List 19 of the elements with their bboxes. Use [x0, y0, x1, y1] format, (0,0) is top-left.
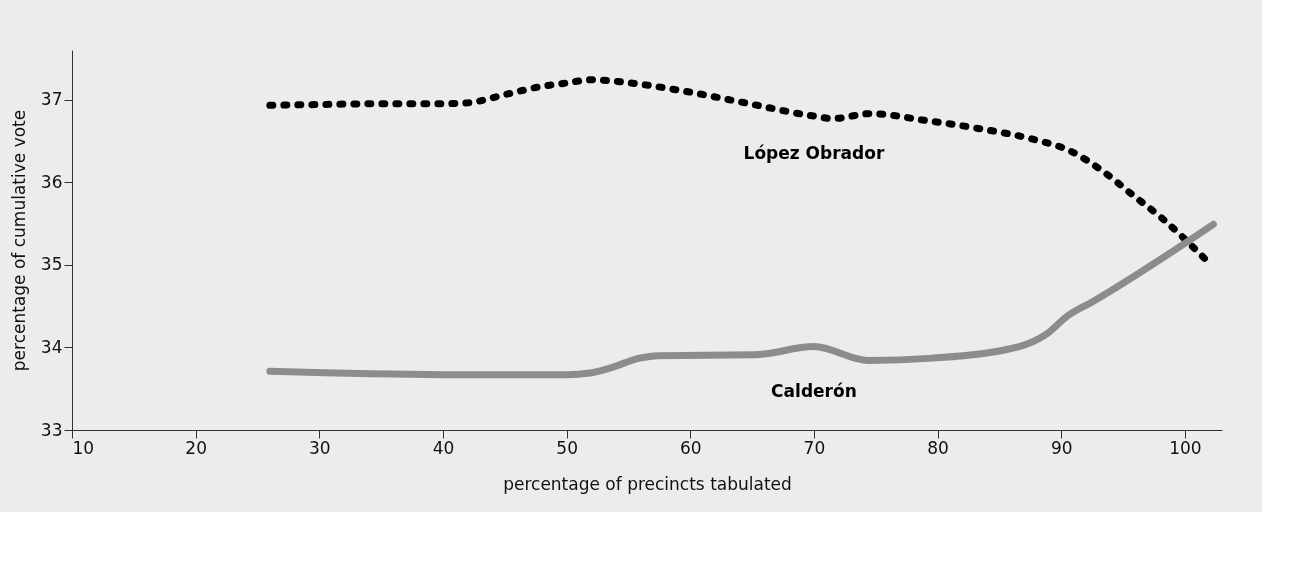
y-tick-label: 37: [40, 89, 63, 110]
x-tick-label: 30: [308, 437, 331, 458]
x-tick-label: 90: [1050, 437, 1073, 458]
x-tick-label: 40: [432, 437, 455, 458]
x-axis-title: percentage of precincts tabulated: [503, 473, 792, 494]
y-tick-label: 33: [40, 419, 63, 440]
series-label: López Obrador: [743, 143, 885, 164]
y-tick-label: 34: [40, 336, 63, 357]
x-tick-label: 50: [556, 437, 578, 458]
x-tick-label: 100: [1169, 437, 1202, 458]
y-tick-label: 35: [40, 254, 63, 275]
x-tick-label: 70: [803, 437, 826, 458]
y-tick-label: 36: [40, 171, 63, 192]
x-tick-label: 80: [927, 437, 949, 458]
x-tick-label: 20: [185, 437, 207, 458]
x-tick-label: 60: [679, 437, 702, 458]
y-axis-title: percentage of cumulative vote: [8, 109, 29, 372]
x-tick-label: 10: [72, 437, 95, 458]
series-label: Calderón: [771, 380, 857, 401]
